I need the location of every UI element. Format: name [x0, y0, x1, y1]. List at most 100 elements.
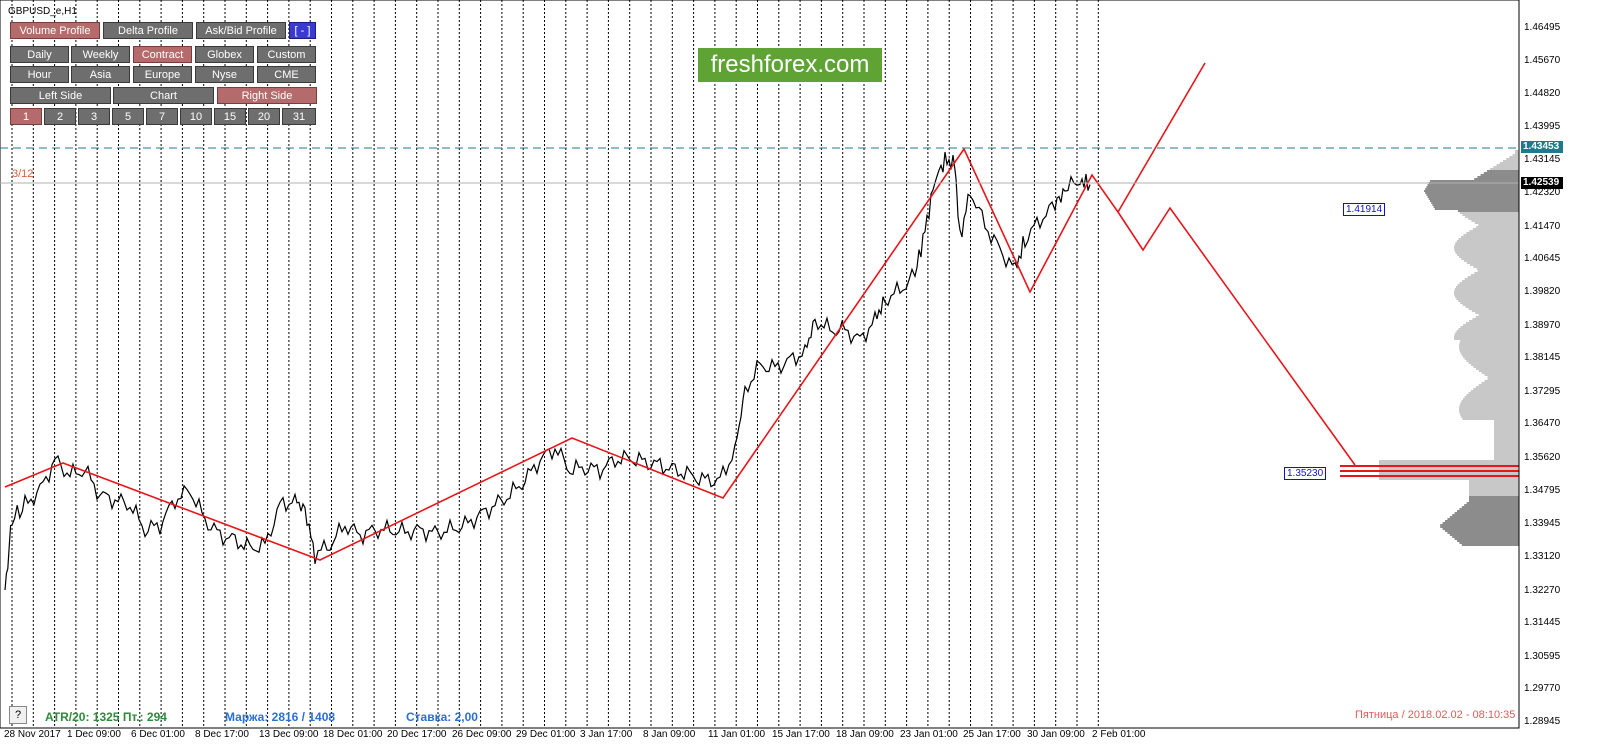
- toolbar-button-weekly[interactable]: Weekly: [71, 46, 130, 63]
- profile-bar: [1494, 446, 1519, 448]
- profile-bar: [1473, 366, 1519, 368]
- toolbar-button-contract[interactable]: Contract: [133, 46, 192, 63]
- profile-bar: [1430, 180, 1519, 182]
- profile-bar: [1463, 356, 1519, 358]
- profile-bar: [1454, 512, 1519, 514]
- profile-bar: [1454, 248, 1519, 250]
- profile-bar: [1459, 412, 1519, 414]
- profile-bar: [1459, 282, 1519, 284]
- profile-bar: [1476, 226, 1519, 228]
- profile-bar: [1470, 364, 1519, 366]
- price-tick: 1.32270: [1524, 584, 1561, 596]
- profile-bar: [1464, 278, 1519, 280]
- profile-bar: [1461, 400, 1519, 402]
- toolbar-button-right-side[interactable]: Right Side: [217, 87, 317, 104]
- symbol-label: GBPUSD_e,H1: [8, 6, 77, 17]
- profile-bar: [1427, 184, 1519, 186]
- toolbar-button-cme[interactable]: CME: [257, 66, 316, 83]
- profile-bar: [1487, 170, 1519, 172]
- price-tick: 1.30595: [1524, 650, 1561, 662]
- profile-bar: [1463, 260, 1519, 262]
- price-tick: 1.33120: [1524, 550, 1561, 562]
- profile-bar: [1455, 252, 1519, 254]
- price-tick: 1.28945: [1524, 716, 1561, 727]
- toolbar-button-10[interactable]: 10: [180, 108, 212, 125]
- profile-bar: [1449, 516, 1519, 518]
- profile-bar: [1494, 424, 1519, 426]
- profile-bar: [1475, 316, 1519, 318]
- profile-bar: [1459, 350, 1519, 352]
- profile-bar: [1459, 542, 1519, 544]
- level-box-upper[interactable]: 1.41914: [1343, 203, 1386, 217]
- dashed-level-price-box: 1.43453: [1521, 141, 1563, 153]
- profile-bar: [1494, 450, 1519, 452]
- toolbar-button-delta-profile[interactable]: Delta Profile: [103, 22, 193, 39]
- profile-bar: [1458, 300, 1519, 302]
- time-tick: 15 Jan 17:00: [772, 729, 830, 740]
- toolbar-button-europe[interactable]: Europe: [133, 66, 192, 83]
- level-box-lower[interactable]: 1.35230: [1284, 467, 1327, 481]
- toolbar-button-[interactable]: [ - ]: [289, 22, 316, 39]
- price-tick: 1.45670: [1524, 54, 1561, 66]
- profile-bar: [1459, 344, 1519, 346]
- profile-bar: [1494, 456, 1519, 458]
- time-tick: 30 Jan 09:00: [1027, 729, 1085, 740]
- profile-bar: [1468, 392, 1519, 394]
- profile-bar: [1487, 378, 1519, 380]
- profile-bar: [1512, 154, 1519, 156]
- toolbar-button-15[interactable]: 15: [214, 108, 246, 125]
- profile-bar: [1379, 478, 1519, 480]
- profile-tag: 3/12: [12, 168, 34, 180]
- profile-bar: [1467, 276, 1519, 278]
- profile-bar: [1469, 490, 1519, 492]
- toolbar-button-volume-profile[interactable]: Volume Profile: [10, 22, 100, 39]
- profile-bar: [1442, 522, 1519, 524]
- profile-bar: [1494, 442, 1519, 444]
- toolbar-button-1[interactable]: 1: [10, 108, 42, 125]
- toolbar-button-20[interactable]: 20: [248, 108, 280, 125]
- time-tick: 6 Dec 01:00: [131, 729, 185, 740]
- profile-bar: [1461, 354, 1519, 356]
- profile-bar: [1430, 200, 1519, 202]
- profile-bar: [1494, 438, 1519, 440]
- profile-bar: [1469, 484, 1519, 486]
- time-tick: 13 Dec 09:00: [259, 729, 319, 740]
- profile-bar: [1481, 382, 1519, 384]
- time-tick: 18 Dec 01:00: [323, 729, 383, 740]
- toolbar-button-3[interactable]: 3: [78, 108, 110, 125]
- toolbar-button-custom[interactable]: Custom: [257, 46, 316, 63]
- profile-bar: [1494, 436, 1519, 438]
- toolbar-button-nyse[interactable]: Nyse: [195, 66, 254, 83]
- profile-bar: [1460, 352, 1519, 354]
- toolbar-button-7[interactable]: 7: [146, 108, 178, 125]
- price-tick: 1.43995: [1524, 120, 1561, 132]
- volume-profile: [1340, 150, 1519, 546]
- toolbar-button-ask-bid-profile[interactable]: Ask/Bid Profile: [196, 22, 286, 39]
- profile-bar: [1473, 266, 1519, 268]
- toolbar-button-asia[interactable]: Asia: [71, 66, 130, 83]
- toolbar-button-globex[interactable]: Globex: [195, 46, 254, 63]
- profile-bar: [1462, 304, 1519, 306]
- toolbar-button-daily[interactable]: Daily: [10, 46, 69, 63]
- profile-bar: [1466, 232, 1519, 234]
- toolbar-button-31[interactable]: 31: [282, 108, 316, 125]
- time-tick: 8 Dec 17:00: [195, 729, 249, 740]
- profile-bar: [1454, 294, 1519, 296]
- profile-bar: [1469, 480, 1519, 482]
- toolbar-button-5[interactable]: 5: [112, 108, 144, 125]
- toolbar-button-chart[interactable]: Chart: [113, 87, 214, 104]
- profile-bar: [1471, 310, 1519, 312]
- help-button[interactable]: ?: [9, 706, 27, 724]
- toolbar-button-left-side[interactable]: Left Side: [10, 87, 111, 104]
- profile-bar: [1494, 434, 1519, 436]
- toolbar-button-2[interactable]: 2: [44, 108, 76, 125]
- profile-bar: [1440, 526, 1519, 528]
- profile-bar: [1452, 536, 1519, 538]
- price-tick: 1.37295: [1524, 385, 1561, 397]
- profile-bar: [1440, 524, 1519, 526]
- profile-bar: [1447, 518, 1519, 520]
- profile-bar: [1425, 192, 1519, 194]
- profile-bar: [1456, 286, 1519, 288]
- profile-bar: [1442, 528, 1519, 530]
- toolbar-button-hour[interactable]: Hour: [10, 66, 69, 83]
